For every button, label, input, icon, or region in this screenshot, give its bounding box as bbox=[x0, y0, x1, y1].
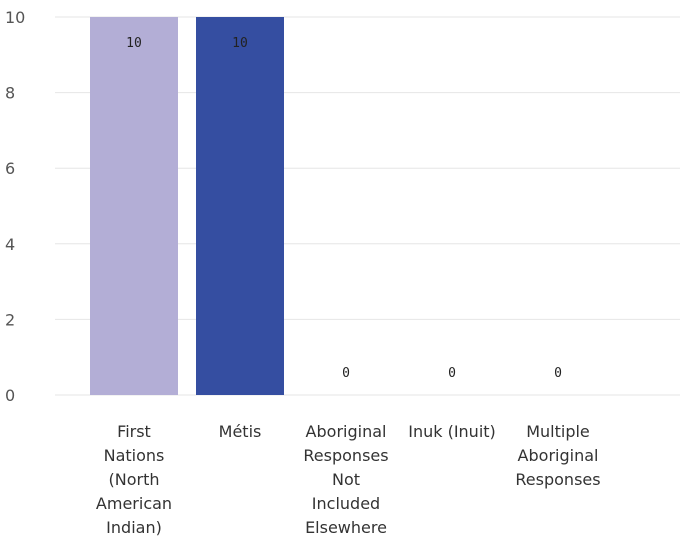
y-tick-label: 6 bbox=[5, 159, 15, 178]
data-label: 0 bbox=[342, 366, 350, 381]
x-tick-label: Nations bbox=[104, 446, 165, 465]
x-tick-label: Not bbox=[332, 470, 360, 489]
x-tick-label: Responses bbox=[303, 446, 388, 465]
y-tick-label: 0 bbox=[5, 386, 15, 405]
x-tick-label: American bbox=[96, 494, 172, 513]
x-tick-label: Métis bbox=[219, 422, 262, 441]
x-tick-label: Elsewhere bbox=[305, 518, 387, 537]
y-tick-label: 4 bbox=[5, 235, 15, 254]
x-tick-label: Inuk (Inuit) bbox=[408, 422, 496, 441]
bars bbox=[90, 17, 284, 395]
y-tick-label: 8 bbox=[5, 84, 15, 103]
data-labels: 10 10 0 0 0 bbox=[126, 36, 562, 381]
x-tick-label: Responses bbox=[515, 470, 600, 489]
x-tick-label: First bbox=[117, 422, 151, 441]
data-label: 10 bbox=[232, 36, 248, 51]
y-tick-label: 2 bbox=[5, 310, 15, 329]
y-axis-ticks: 0 2 4 6 8 10 bbox=[5, 8, 25, 405]
x-tick-label: (North bbox=[109, 470, 160, 489]
x-axis-ticks: First Nations (North American Indian) Métis Ab… bbox=[96, 422, 601, 537]
bar bbox=[196, 17, 284, 395]
data-label: 10 bbox=[126, 36, 142, 51]
x-tick-label: Included bbox=[312, 494, 380, 513]
data-label: 0 bbox=[448, 366, 456, 381]
x-tick-label: Indian) bbox=[106, 518, 162, 537]
data-label: 0 bbox=[554, 366, 562, 381]
bar bbox=[90, 17, 178, 395]
x-tick-label: Multiple bbox=[526, 422, 590, 441]
x-tick-label: Aboriginal bbox=[518, 446, 599, 465]
x-tick-label: Aboriginal bbox=[306, 422, 387, 441]
y-tick-label: 10 bbox=[5, 8, 25, 27]
